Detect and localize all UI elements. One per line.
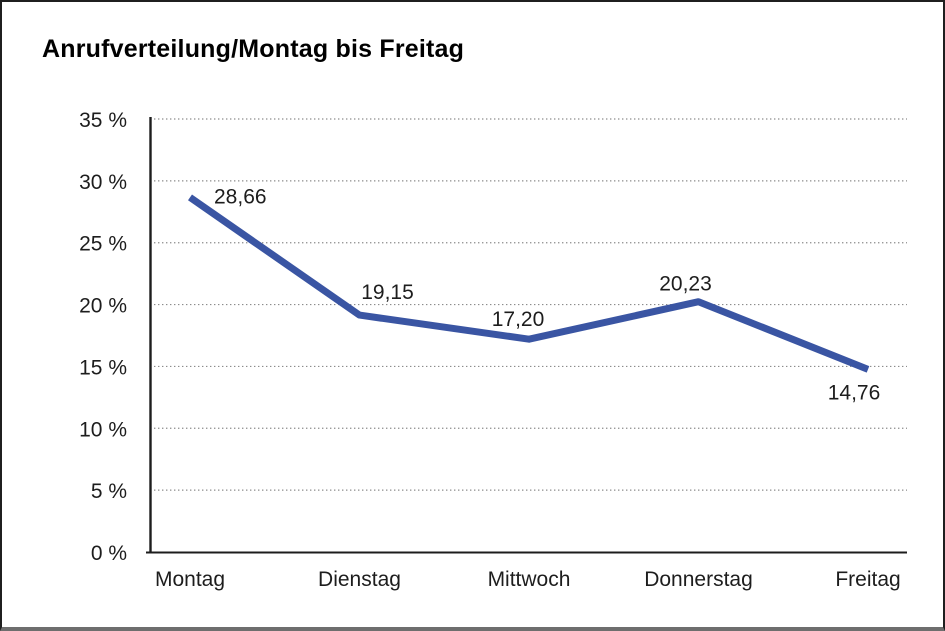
data-point-label: 19,15 — [361, 281, 414, 304]
x-category-label: Freitag — [835, 568, 900, 591]
y-tick-label: 0 % — [91, 542, 127, 565]
data-point-label: 20,23 — [659, 273, 712, 296]
y-tick-label: 25 % — [79, 233, 127, 256]
data-point-label: 14,76 — [828, 381, 881, 404]
y-tick-label: 15 % — [79, 356, 127, 379]
chart-title: Anrufverteilung/Montag bis Freitag — [42, 35, 465, 63]
x-category-label: Mittwoch — [488, 568, 571, 591]
x-category-label: Dienstag — [318, 568, 401, 591]
data-line — [188, 194, 870, 373]
y-tick-label: 30 % — [79, 171, 127, 194]
y-tick-label: 10 % — [79, 418, 127, 441]
data-point-label: 17,20 — [492, 308, 545, 331]
y-tick-label: 20 % — [79, 295, 127, 318]
y-tick-label: 35 % — [79, 109, 127, 132]
x-category-label: Montag — [155, 568, 225, 591]
data-point-label: 28,66 — [214, 185, 267, 208]
y-tick-label: 5 % — [91, 480, 127, 503]
x-category-label: Donnerstag — [644, 568, 753, 591]
